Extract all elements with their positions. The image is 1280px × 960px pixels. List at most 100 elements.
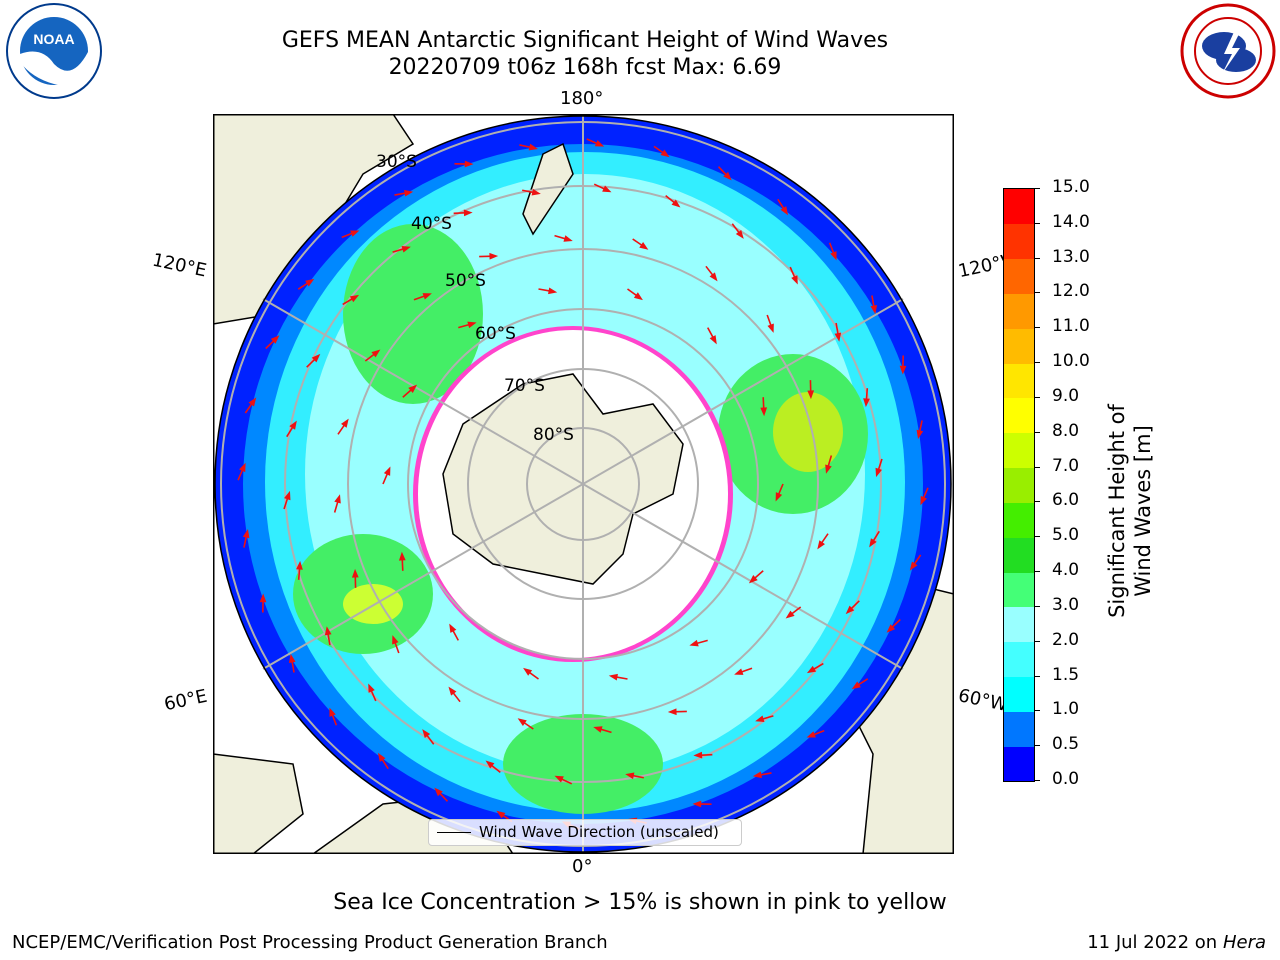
lon-label-60e: 60°E — [162, 685, 209, 716]
wind-arrow-head — [404, 189, 414, 197]
colorbar-tick-label: 15.0 — [1052, 177, 1090, 197]
lat-label-50s: 50°S — [445, 271, 486, 291]
wind-arrow-head — [709, 272, 718, 282]
wind-arrow-head — [791, 275, 798, 285]
colorbar-tick-label: 2.0 — [1052, 629, 1080, 650]
colorbar-segment — [1004, 258, 1034, 294]
wind-arrow-head — [401, 245, 411, 253]
lon-label-0: 0° — [572, 856, 593, 877]
wind-arrow-head — [899, 365, 907, 375]
wind-arrow-head — [775, 492, 783, 502]
wind-arrow-head — [748, 575, 758, 584]
lat-label-80s: 80°S — [533, 425, 574, 445]
colorbar-segment — [1004, 328, 1034, 364]
wind-arrow-head — [807, 390, 815, 400]
colorbar-segment — [1004, 641, 1034, 678]
wind-arrow-head — [639, 242, 649, 250]
wind-arrow-head — [289, 420, 297, 430]
wind-arrow-head — [875, 467, 882, 478]
wind-arrow-head — [311, 353, 321, 363]
footer-date: 11 Jul 2022 on Hera — [1087, 932, 1266, 953]
wind-arrow-head — [248, 397, 257, 407]
wind-arrow-head — [834, 332, 842, 342]
colorbar-tick-label: 9.0 — [1052, 385, 1080, 406]
wind-arrow-head — [449, 623, 457, 633]
wind-arrow-head — [851, 681, 861, 690]
wind-arrow-head — [350, 230, 360, 237]
wind-arrow-head — [528, 143, 538, 151]
colorbar-segment — [1004, 467, 1034, 503]
colorbar-tick-label: 3.0 — [1052, 594, 1080, 615]
wind-arrow-head — [377, 752, 386, 762]
legend-line-sample — [437, 832, 471, 833]
wind-arrow-head — [709, 335, 717, 345]
colorbar-segment — [1004, 746, 1034, 782]
colorbar-segment — [1004, 363, 1034, 399]
colorbar-tick — [1034, 188, 1040, 189]
colorbar-tick — [1034, 327, 1040, 329]
legend-label: Wind Wave Direction (unscaled) — [479, 823, 719, 841]
noaa-logo: NOAA — [2, 2, 106, 100]
wave-peak-region — [773, 392, 843, 472]
wind-arrow-head — [633, 292, 643, 301]
wind-arrow-head — [554, 775, 564, 783]
chart-title: GEFS MEAN Antarctic Significant Height o… — [281, 28, 889, 53]
wind-arrow-head — [767, 323, 774, 333]
wind-arrow-head — [422, 293, 432, 300]
wind-arrow-head — [496, 810, 506, 819]
wind-arrow-head — [780, 206, 789, 216]
wind-arrow-head — [329, 707, 336, 717]
colorbar-tick — [1034, 536, 1040, 538]
wind-arrow-head — [422, 729, 431, 739]
colorbar-segment — [1004, 223, 1034, 260]
colorbar-tick — [1034, 362, 1040, 364]
chart-subtitle: 20220709 t06z 168h fcst Max: 6.69 — [388, 55, 782, 80]
wind-arrow-head — [383, 466, 391, 476]
wind-arrow-head — [594, 140, 605, 147]
wind-arrow-head — [398, 551, 406, 561]
wind-arrow-head — [463, 209, 473, 217]
colorbar-segment — [1004, 397, 1034, 434]
wind-arrow-head — [817, 540, 825, 550]
footer-producer: NCEP/EMC/Verification Post Processing Pr… — [12, 932, 608, 953]
wind-arrow-head — [368, 683, 375, 693]
map-legend: Wind Wave Direction (unscaled) — [428, 819, 742, 846]
colorbar — [1003, 188, 1035, 782]
wind-arrow-head — [806, 665, 817, 674]
wind-arrow-head — [693, 751, 703, 759]
colorbar-tick-label: 12.0 — [1052, 281, 1090, 302]
wind-arrow-head — [734, 668, 744, 675]
wind-arrow-head — [548, 287, 558, 295]
madagascar-land — [213, 753, 304, 854]
colorbar-tick — [1034, 710, 1040, 712]
wind-arrow-head — [723, 171, 732, 181]
wind-arrow-head — [523, 667, 533, 676]
polar-map: 30°S 40°S 50°S 60°S 70°S 80°S — [213, 114, 954, 854]
colorbar-tick-label: 5.0 — [1052, 525, 1080, 546]
wind-arrow-head — [351, 568, 359, 578]
colorbar-segment — [1004, 676, 1034, 712]
colorbar-tick — [1034, 605, 1040, 607]
colorbar-segment — [1004, 502, 1034, 538]
footer-host: Hera — [1222, 932, 1266, 953]
wind-arrow-head — [288, 653, 296, 663]
wind-arrow-head — [806, 731, 816, 738]
colorbar-tick — [1034, 780, 1040, 781]
colorbar-tick-label: 6.0 — [1052, 490, 1080, 511]
wind-arrow-head — [660, 149, 670, 158]
wind-arrow-head — [692, 800, 702, 808]
colorbar-tick — [1034, 466, 1040, 468]
map-border — [213, 114, 954, 854]
colorbar-tick — [1034, 675, 1040, 677]
wind-arrow-head — [563, 235, 573, 242]
colorbar-title: Significant Height of Wind Waves [m] — [1105, 404, 1155, 618]
colorbar-segment — [1004, 606, 1034, 643]
colorbar-tick — [1034, 571, 1040, 573]
wind-arrow-head — [735, 229, 744, 239]
colorbar-tick-label: 1.0 — [1052, 699, 1080, 720]
graticule — [220, 114, 946, 854]
colorbar-segment — [1004, 189, 1034, 225]
wind-arrow-head — [239, 462, 246, 473]
noaa-logo-text: NOAA — [33, 31, 74, 47]
wind-arrow-head — [296, 560, 303, 570]
